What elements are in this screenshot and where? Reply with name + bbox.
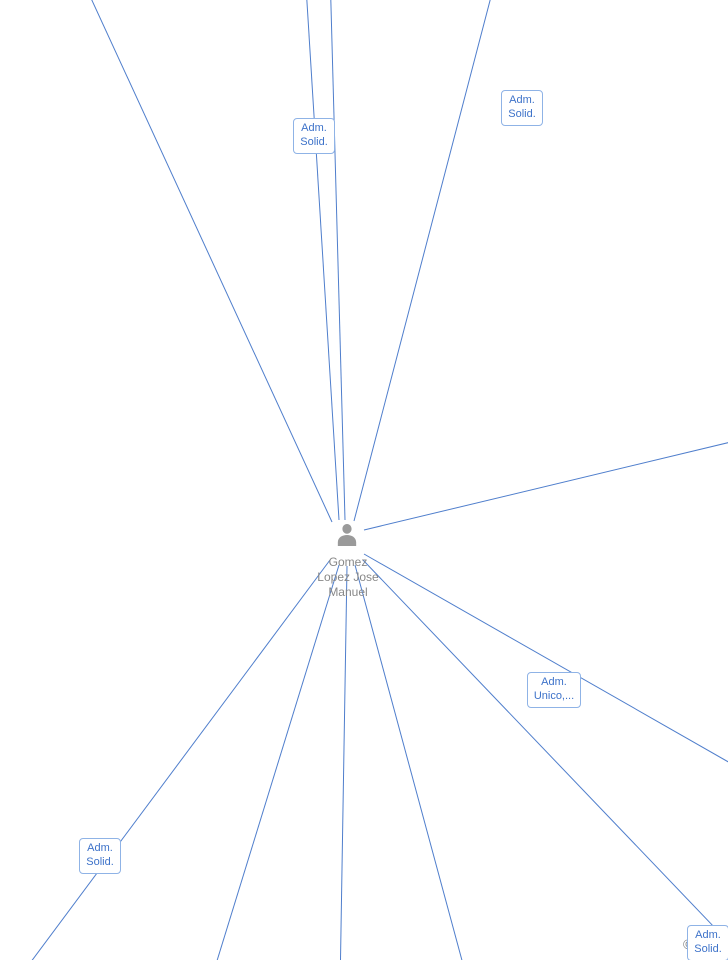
edge [355, 565, 470, 960]
edge-label[interactable]: Adm. Unico,... [527, 672, 581, 708]
edge [364, 554, 728, 780]
edge-label[interactable]: Adm. Solid. [687, 925, 728, 960]
edge [364, 435, 728, 530]
edge [10, 560, 330, 960]
edge-label[interactable]: Adm. Solid. [293, 118, 335, 154]
network-canvas[interactable]: Gomez Lopez Jose Manuel © em Adm. Solid.… [0, 0, 728, 960]
edge [305, 0, 339, 520]
edge [340, 566, 347, 960]
edge [330, 0, 345, 520]
edges-layer [0, 0, 728, 960]
person-icon[interactable] [336, 522, 358, 553]
edge [78, 0, 332, 522]
edge [363, 560, 728, 960]
edge-label[interactable]: Adm. Solid. [501, 90, 543, 126]
edge-label[interactable]: Adm. Solid. [79, 838, 121, 874]
center-node-label[interactable]: Gomez Lopez Jose Manuel [315, 555, 381, 600]
edge [354, 0, 498, 521]
edge [208, 565, 339, 960]
